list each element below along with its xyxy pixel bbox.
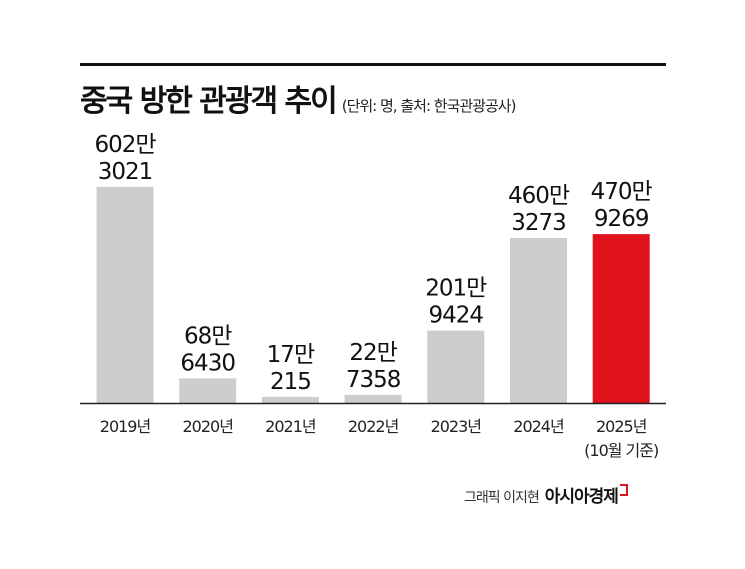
bar-2023년 xyxy=(427,330,485,403)
x-tick-label: 2019년 xyxy=(100,417,151,436)
x-tick-label: 2021년 xyxy=(265,417,316,436)
x-tick-label: 2022년 xyxy=(348,417,399,436)
brand-mark-icon xyxy=(619,484,628,496)
value-label: 215 xyxy=(270,369,311,395)
brand-logo: 아시아경제 xyxy=(544,487,619,507)
credit-text: 그래픽 이지현 xyxy=(464,490,540,506)
chart-title: 중국 방한 관광객 추이 (단위: 명, 출처: 한국관광공사) xyxy=(80,76,517,120)
title-text: 중국 방한 관광객 추이 xyxy=(80,84,338,119)
x-tick-label: 2020년 xyxy=(182,417,233,436)
x-tick-note: (10월 기준) xyxy=(584,441,658,460)
bar-2025년 xyxy=(592,234,650,403)
bar-2020년 xyxy=(179,378,237,403)
value-label: 6430 xyxy=(180,350,235,376)
bar-2022년 xyxy=(344,394,402,403)
value-label: 3021 xyxy=(98,159,153,185)
chart-subtitle: (단위: 명, 출처: 한국관광공사) xyxy=(341,97,517,115)
credit: 그래픽 이지현 아시아경제 xyxy=(464,482,628,507)
value-label: 22만 xyxy=(349,340,397,366)
x-tick-label: 2024년 xyxy=(513,417,564,436)
value-label: 602만 xyxy=(94,132,156,158)
value-label: 460만 xyxy=(508,183,570,209)
value-label: 68만 xyxy=(184,323,232,349)
value-label: 9269 xyxy=(594,206,649,232)
value-label: 470만 xyxy=(591,179,653,205)
value-label: 201만 xyxy=(425,276,487,302)
value-label: 3273 xyxy=(511,210,566,236)
value-label: 9424 xyxy=(429,303,484,329)
value-label: 17만 xyxy=(267,342,315,368)
top-rule xyxy=(80,63,666,66)
bar-2024년 xyxy=(510,237,567,403)
value-label: 7358 xyxy=(346,367,401,393)
bar-2019년 xyxy=(96,187,154,403)
x-tick-label: 2023년 xyxy=(431,417,482,436)
x-tick-label: 2025년 xyxy=(596,417,647,436)
bar-2021년 xyxy=(261,396,319,403)
